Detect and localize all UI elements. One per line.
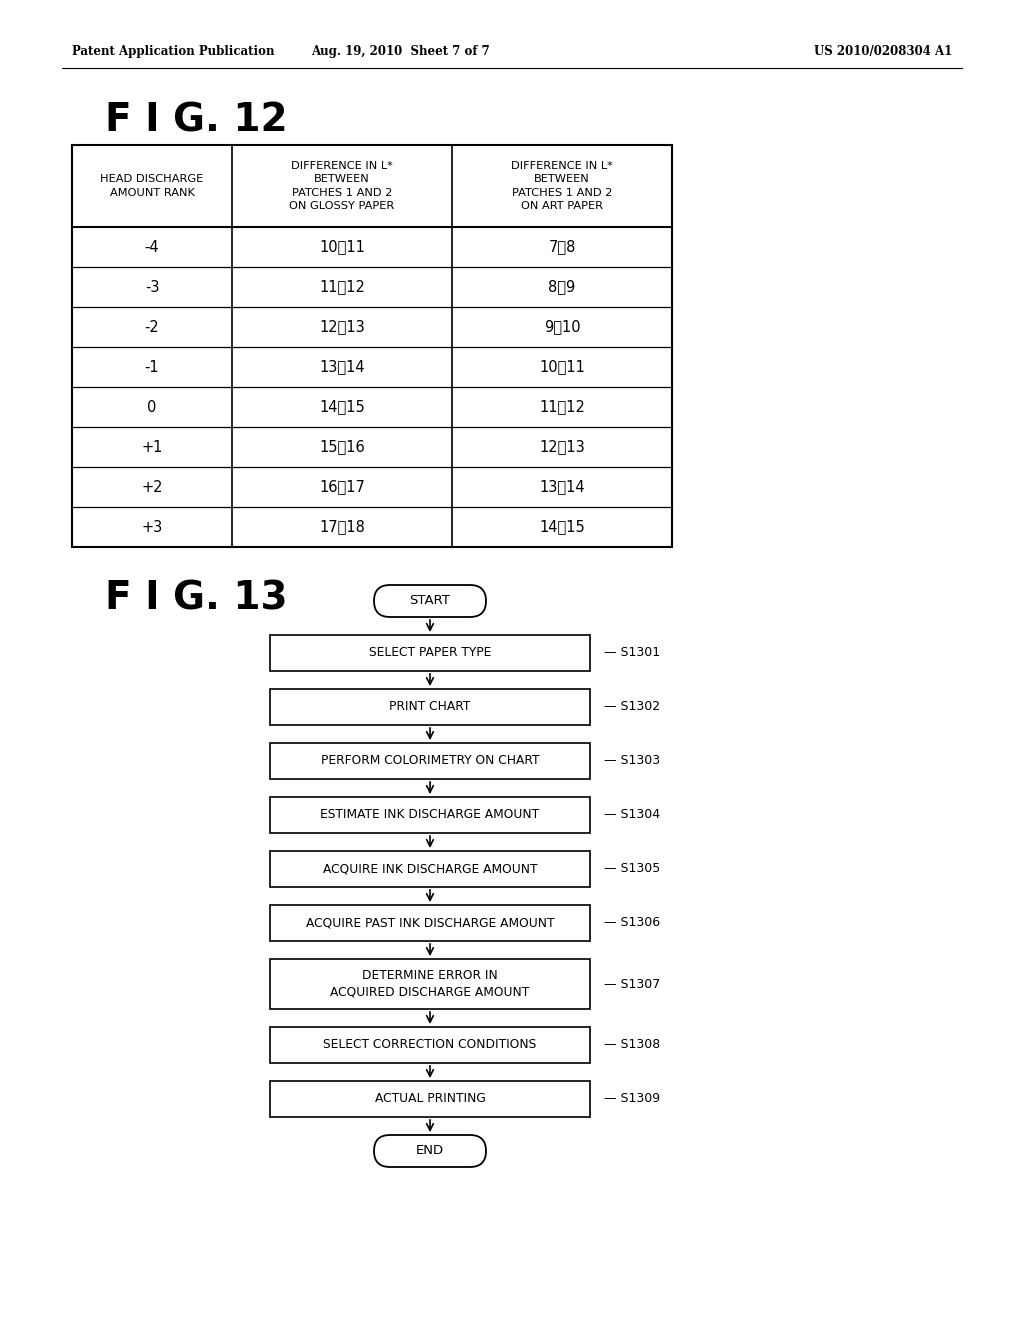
Text: 12～13: 12～13 [539,440,585,454]
Bar [72,145,672,546]
Text: 7～8: 7～8 [548,239,575,255]
Text: 14～15: 14～15 [319,400,365,414]
Bar [270,1081,590,1117]
Text: F I G. 12: F I G. 12 [105,102,288,139]
Bar [270,797,590,833]
Text: 0: 0 [147,400,157,414]
Text: — S1302: — S1302 [604,701,660,714]
Text: -3: -3 [144,280,160,294]
Text: F I G. 13: F I G. 13 [105,579,288,618]
Text: — S1303: — S1303 [604,755,660,767]
Bar [270,1027,590,1063]
Text: END: END [416,1144,444,1158]
Text: -2: -2 [144,319,160,334]
Bar [270,743,590,779]
Text: PRINT CHART: PRINT CHART [389,701,471,714]
Text: 13～14: 13～14 [319,359,365,375]
Text: PERFORM COLORIMETRY ON CHART: PERFORM COLORIMETRY ON CHART [321,755,540,767]
Text: 15～16: 15～16 [319,440,365,454]
Text: — S1301: — S1301 [604,647,660,660]
Text: +3: +3 [141,520,163,535]
Text: +2: +2 [141,479,163,495]
Text: 10～11: 10～11 [539,359,585,375]
Text: DIFFERENCE IN L*
BETWEEN
PATCHES 1 AND 2
ON ART PAPER: DIFFERENCE IN L* BETWEEN PATCHES 1 AND 2… [511,161,613,211]
Text: ESTIMATE INK DISCHARGE AMOUNT: ESTIMATE INK DISCHARGE AMOUNT [321,808,540,821]
Text: SELECT CORRECTION CONDITIONS: SELECT CORRECTION CONDITIONS [324,1039,537,1052]
Bar [270,960,590,1008]
Bar [270,635,590,671]
Bar [270,906,590,941]
Text: +1: +1 [141,440,163,454]
Bar [270,851,590,887]
Text: — S1305: — S1305 [604,862,660,875]
Text: — S1308: — S1308 [604,1039,660,1052]
Text: DETERMINE ERROR IN
ACQUIRED DISCHARGE AMOUNT: DETERMINE ERROR IN ACQUIRED DISCHARGE AM… [331,969,529,999]
Text: ACTUAL PRINTING: ACTUAL PRINTING [375,1093,485,1106]
Text: 13～14: 13～14 [540,479,585,495]
Text: 8～9: 8～9 [549,280,575,294]
Text: ACQUIRE PAST INK DISCHARGE AMOUNT: ACQUIRE PAST INK DISCHARGE AMOUNT [306,916,554,929]
Text: HEAD DISCHARGE
AMOUNT RANK: HEAD DISCHARGE AMOUNT RANK [100,174,204,198]
Text: — S1309: — S1309 [604,1093,660,1106]
Text: 12～13: 12～13 [319,319,365,334]
Text: 9～10: 9～10 [544,319,581,334]
Text: START: START [410,594,451,607]
Text: — S1307: — S1307 [604,978,660,990]
Text: 14～15: 14～15 [539,520,585,535]
FancyBboxPatch shape [374,585,486,616]
Text: 16～17: 16～17 [319,479,365,495]
Text: Aug. 19, 2010  Sheet 7 of 7: Aug. 19, 2010 Sheet 7 of 7 [310,45,489,58]
Text: SELECT PAPER TYPE: SELECT PAPER TYPE [369,647,492,660]
Text: — S1304: — S1304 [604,808,660,821]
Text: DIFFERENCE IN L*
BETWEEN
PATCHES 1 AND 2
ON GLOSSY PAPER: DIFFERENCE IN L* BETWEEN PATCHES 1 AND 2… [290,161,394,211]
Text: 10～11: 10～11 [319,239,365,255]
Text: — S1306: — S1306 [604,916,660,929]
Bar [270,689,590,725]
Text: 11～12: 11～12 [539,400,585,414]
Text: -4: -4 [144,239,160,255]
Text: Patent Application Publication: Patent Application Publication [72,45,274,58]
Text: -1: -1 [144,359,160,375]
Text: 17～18: 17～18 [319,520,365,535]
FancyBboxPatch shape [374,1135,486,1167]
Text: ACQUIRE INK DISCHARGE AMOUNT: ACQUIRE INK DISCHARGE AMOUNT [323,862,538,875]
Text: US 2010/0208304 A1: US 2010/0208304 A1 [814,45,952,58]
Text: 11～12: 11～12 [319,280,365,294]
